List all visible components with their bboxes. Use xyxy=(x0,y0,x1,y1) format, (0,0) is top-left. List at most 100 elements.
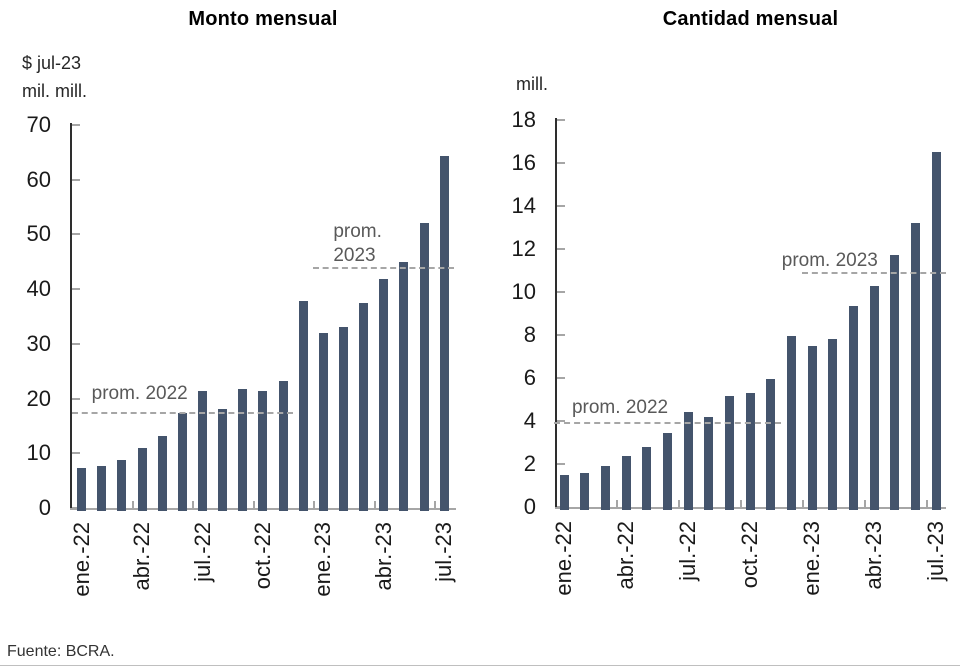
y-axis-line xyxy=(555,118,557,509)
x-tick-label: abr.-23 xyxy=(861,521,887,590)
x-tick xyxy=(615,500,618,507)
y-tick xyxy=(557,291,565,293)
bottom-divider xyxy=(0,665,960,666)
chart-title-monto: Monto mensual xyxy=(188,8,338,30)
y-tick-label: 60 xyxy=(26,166,51,192)
bar-abr.-22 xyxy=(137,447,147,511)
x-tick xyxy=(801,500,804,507)
x-tick-label: ene.-22 xyxy=(551,521,577,596)
y-tick-label: 16 xyxy=(511,150,536,175)
bar-ago.-22 xyxy=(218,408,228,511)
y-tick xyxy=(557,205,565,207)
bar-nov.-22 xyxy=(766,379,776,510)
bar-oct.-22 xyxy=(745,393,755,510)
y-axis-unit-label: $ jul-23 mil. mill. xyxy=(22,53,87,101)
bar-may.-22 xyxy=(642,446,652,510)
y-tick-label: 2 xyxy=(523,451,536,476)
average-label: prom. 2023 xyxy=(333,221,382,267)
bar-mar.-22 xyxy=(117,460,127,511)
x-tick-label: jul.-22 xyxy=(675,521,701,581)
y-tick xyxy=(72,124,80,126)
bar-abr.-23 xyxy=(869,285,879,510)
x-tick-label: oct.-22 xyxy=(737,521,763,589)
bar-may.-23 xyxy=(890,255,900,510)
y-tick-label: 50 xyxy=(26,221,51,247)
x-tick xyxy=(925,500,928,507)
bar-ene.-23 xyxy=(318,332,328,511)
chart-title-cantidad: Cantidad mensual xyxy=(662,8,839,30)
x-tick-label: ene.-23 xyxy=(799,521,825,596)
bar-sep.-22 xyxy=(238,388,248,511)
bar-feb.-22 xyxy=(580,472,590,510)
bar-abr.-22 xyxy=(621,456,631,510)
x-tick xyxy=(313,501,316,508)
bar-dic.-22 xyxy=(298,300,308,511)
y-tick-label: 10 xyxy=(511,279,536,304)
average-label: prom. 2023 xyxy=(781,249,878,271)
y-tick xyxy=(72,342,80,345)
y-tick xyxy=(557,334,565,336)
bar-oct.-22 xyxy=(258,391,268,511)
y-tick xyxy=(72,178,80,181)
bar-feb.-22 xyxy=(97,465,107,511)
x-tick xyxy=(434,501,437,508)
x-tick xyxy=(192,501,195,508)
y-tick-label: 6 xyxy=(523,365,536,390)
x-tick xyxy=(739,500,742,507)
x-tick xyxy=(863,500,866,507)
bar-jul.-23 xyxy=(439,156,449,511)
bar-mar.-22 xyxy=(601,466,611,510)
y-tick-label: 30 xyxy=(26,330,51,356)
bar-jul.-22 xyxy=(683,412,693,510)
y-tick-label: 4 xyxy=(523,408,536,433)
bar-ene.-23 xyxy=(807,345,817,510)
bar-feb.-23 xyxy=(828,339,838,510)
bar-may.-22 xyxy=(157,436,167,511)
y-tick-label: 0 xyxy=(38,495,51,520)
bar-jun.-23 xyxy=(910,223,920,510)
x-tick-label: abr.-22 xyxy=(613,521,639,590)
bar-abr.-23 xyxy=(379,278,389,511)
y-tick-label: 8 xyxy=(523,322,536,347)
y-tick xyxy=(557,119,565,121)
source-note: Fuente: BCRA. xyxy=(7,643,115,660)
y-tick xyxy=(557,377,565,379)
bar-jun.-23 xyxy=(419,223,429,511)
y-tick xyxy=(557,463,565,465)
bar-sep.-22 xyxy=(725,396,734,510)
y-tick-label: 20 xyxy=(26,385,51,411)
average-line xyxy=(801,271,947,274)
y-tick xyxy=(557,162,565,164)
y-tick xyxy=(557,420,565,422)
y-tick xyxy=(72,452,80,455)
bar-jul.-22 xyxy=(198,390,208,511)
y-tick-label: 0 xyxy=(523,494,536,519)
y-tick-label: 18 xyxy=(511,107,536,132)
bar-nov.-22 xyxy=(278,381,288,511)
bar-ago.-22 xyxy=(704,416,714,510)
x-tick xyxy=(252,501,255,508)
x-tick-label: jul.-23 xyxy=(923,521,948,581)
y-tick xyxy=(72,397,80,400)
average-line xyxy=(71,411,294,414)
bar-ene.-22 xyxy=(559,474,569,510)
bar-jun.-22 xyxy=(663,432,673,510)
bar-jun.-22 xyxy=(177,412,187,511)
average-label: prom. 2022 xyxy=(571,397,669,419)
y-tick-label: 70 xyxy=(26,112,51,137)
bar-ene.-22 xyxy=(77,467,87,511)
y-tick-label: 10 xyxy=(26,440,51,466)
bar-feb.-23 xyxy=(339,327,349,511)
y-tick xyxy=(72,507,80,509)
bar-jul.-23 xyxy=(931,152,941,510)
x-tick xyxy=(373,501,376,508)
bar-may.-23 xyxy=(399,262,409,511)
average-line xyxy=(553,422,782,425)
y-tick-label: 40 xyxy=(26,276,51,302)
x-tick xyxy=(132,501,135,508)
y-tick-label: 14 xyxy=(511,193,536,218)
bar-mar.-23 xyxy=(359,303,369,511)
bar-mar.-23 xyxy=(848,305,858,510)
